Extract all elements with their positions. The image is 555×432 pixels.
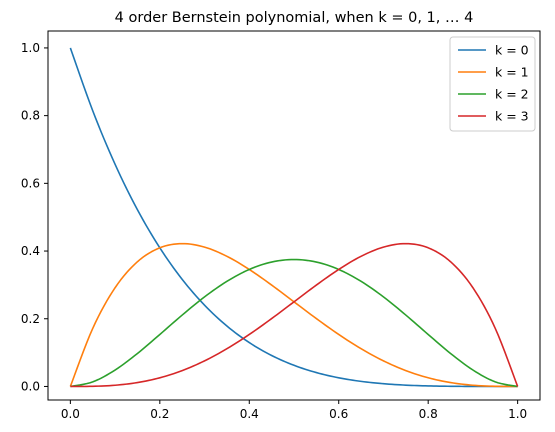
legend-box <box>449 36 536 132</box>
axes-frame <box>47 30 541 401</box>
x-tick-label: 1.0 <box>508 407 527 421</box>
series-line-3 <box>70 242 519 388</box>
y-tick-label: 0.4 <box>21 244 40 258</box>
x-tick-label: 0.8 <box>419 407 438 421</box>
y-tick-label: 0.2 <box>21 312 40 326</box>
y-tick-label: 0.6 <box>21 176 40 190</box>
series-line-2 <box>70 258 518 388</box>
x-tick-label: 0.4 <box>240 407 259 421</box>
legend-label-2: k = 2 <box>495 87 529 102</box>
plot-area: 0.0 0.2 0.4 0.6 0.8 1.0 0.0 0.2 0.4 0.6 0.8 1.0 <box>21 30 541 421</box>
legend-label-3: k = 3 <box>495 109 529 124</box>
y-tick-label: 0.0 <box>21 379 40 393</box>
series-lines <box>69 47 519 388</box>
legend-label-1: k = 1 <box>495 65 529 80</box>
y-tick-label: 0.8 <box>21 109 40 123</box>
x-tick-label: 0.0 <box>61 407 80 421</box>
x-tick-label: 0.2 <box>150 407 169 421</box>
legend-label-0: k = 0 <box>495 43 529 58</box>
chart-title: 4 order Bernstein polynomial, when k = 0… <box>115 10 474 26</box>
series-line-0 <box>69 47 518 388</box>
x-tick-label: 0.6 <box>329 407 348 421</box>
y-tick-label: 1.0 <box>21 41 40 55</box>
x-axis: 0.0 0.2 0.4 0.6 0.8 1.0 <box>61 400 527 421</box>
legend: k = 0 k = 1 k = 2 k = 3 <box>449 36 536 132</box>
y-axis: 0.0 0.2 0.4 0.6 0.8 1.0 <box>21 41 48 393</box>
